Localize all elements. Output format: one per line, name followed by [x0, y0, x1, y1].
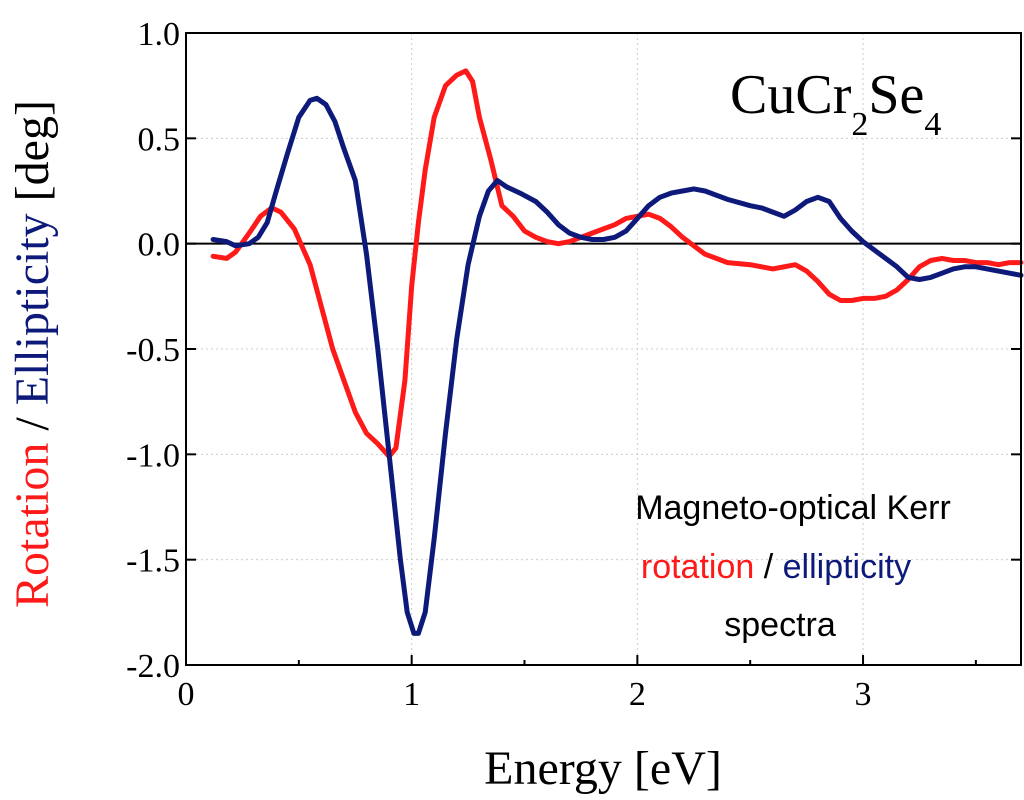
y-tick-label: 0.5	[138, 121, 181, 158]
y-tick-label: -2.0	[126, 648, 180, 685]
formula-subscript-2: 4	[924, 106, 941, 143]
annotation-separator: /	[754, 548, 782, 586]
y-tick-label: 1.0	[138, 16, 181, 53]
y-tick-label: -1.0	[126, 437, 180, 474]
y-tick-label: 0.0	[138, 227, 181, 264]
formula-part-1: CuCr	[730, 64, 852, 126]
formula-subscript-1: 2	[851, 106, 868, 143]
x-tick-label: 3	[855, 676, 872, 713]
series-layer	[210, 68, 1024, 636]
y-tick-label: -1.5	[126, 543, 180, 580]
y-tick-label: -0.5	[126, 332, 180, 369]
ellipticity-series-line	[210, 95, 1024, 636]
annotation-line-1: Magneto-optical Kerr	[635, 489, 951, 527]
annotation-ellipticity-word: ellipticity	[783, 548, 911, 586]
y-axis-title-unit: [deg]	[6, 100, 59, 213]
y-axis-title: Rotation / Ellipticity [deg]	[6, 100, 59, 608]
annotation: Magneto-optical Kerr rotation / elliptic…	[635, 489, 951, 644]
annotation-rotation-word: rotation	[641, 548, 754, 586]
rotation-series-line	[210, 68, 1024, 459]
x-tick-label: 0	[178, 676, 195, 713]
formula-part-2: Se	[868, 64, 924, 126]
compound-formula: CuCr2Se4	[730, 64, 941, 143]
x-tick-label: 1	[403, 676, 420, 713]
y-axis-title-rotation: Rotation	[6, 443, 59, 608]
annotation-line-3: spectra	[724, 606, 836, 644]
y-axis-title-separator: /	[6, 405, 59, 442]
x-tick-label: 2	[629, 676, 646, 713]
y-axis-title-ellipticity: Ellipticity	[6, 213, 59, 405]
annotation-line-2: rotation / ellipticity	[641, 548, 911, 586]
x-axis-title: Energy [eV]	[484, 742, 722, 795]
axis-ticks: 0 1 2 3 1.0 0.5 0.0 -0.5 -1.0 -1.5 -2.0	[126, 16, 1021, 713]
